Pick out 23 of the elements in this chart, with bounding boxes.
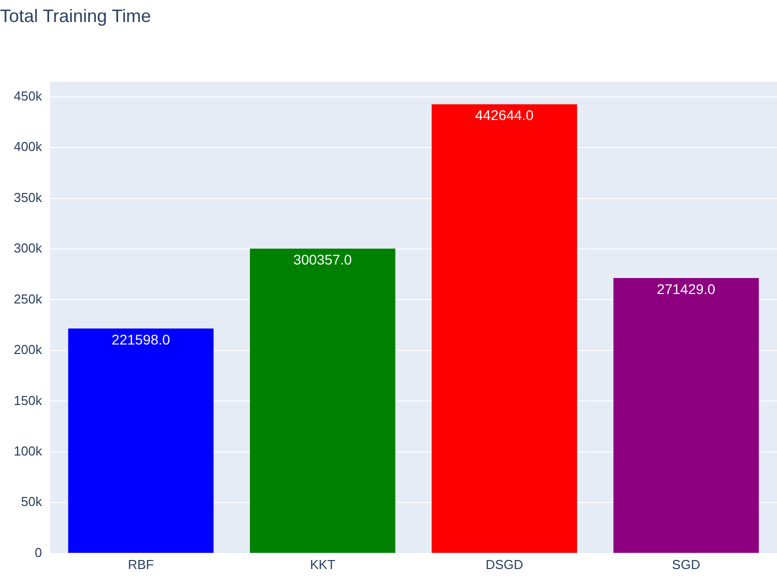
y-tick-label: 300k — [14, 240, 42, 256]
chart-title: Total Training Time — [0, 6, 152, 26]
x-tick-label: RBF — [128, 556, 154, 572]
data-label: 442644.0 — [475, 107, 534, 124]
data-label: 221598.0 — [112, 331, 170, 348]
y-tick-label: 200k — [14, 342, 42, 358]
y-tick-label: 400k — [14, 139, 42, 154]
data-label: 271429.0 — [656, 280, 716, 297]
y-tick-label: 0 — [34, 544, 42, 560]
x-tick-label: DSGD — [486, 556, 524, 572]
y-tick-label: 350k — [14, 190, 42, 205]
bar — [613, 278, 759, 553]
data-label: 300357.0 — [293, 252, 352, 268]
y-tick-label: 250k — [14, 291, 42, 306]
y-tick-label: 100k — [14, 444, 42, 459]
y-tick-label: 50k — [21, 494, 42, 510]
y-tick-label: 450k — [14, 88, 42, 104]
x-tick-label: SGD — [672, 556, 700, 572]
bar — [68, 328, 214, 553]
bar — [250, 248, 396, 553]
y-tick-label: 150k — [14, 392, 42, 408]
x-tick-label: KKT — [310, 556, 336, 572]
bar — [432, 104, 578, 553]
